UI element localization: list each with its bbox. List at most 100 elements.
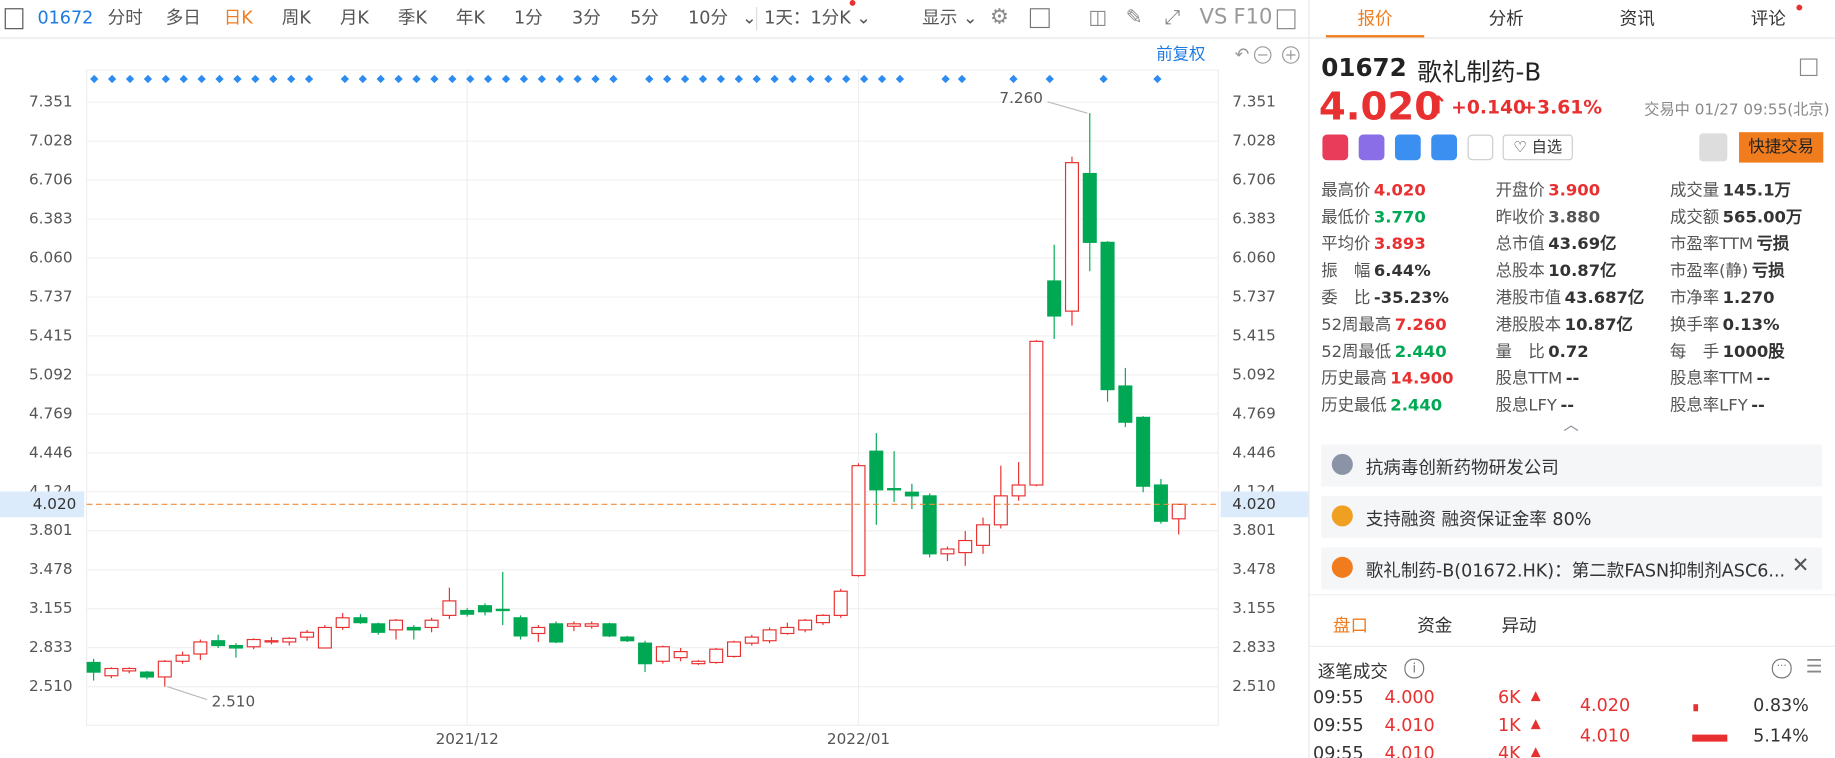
dropdown-arrow[interactable]: ⌄ xyxy=(741,7,757,29)
price-change: +0.140 xyxy=(1451,95,1527,119)
stat-value: 3.880 xyxy=(1548,208,1601,227)
trades-title: 逐笔成交 xyxy=(1317,660,1388,682)
stat-item: 股息率TTM -- xyxy=(1670,366,1770,389)
event-marker xyxy=(161,74,170,84)
tag-icon[interactable] xyxy=(1431,134,1457,161)
hk-icon[interactable] xyxy=(1322,134,1349,161)
period-tab[interactable]: 5分 xyxy=(630,7,659,29)
stat-label: 港股市值 xyxy=(1495,288,1562,308)
period-tab[interactable]: 分时 xyxy=(107,7,143,29)
plot-border xyxy=(86,69,1219,726)
list-icon[interactable]: ☰ xyxy=(1805,655,1823,678)
max-leader xyxy=(1047,101,1088,114)
event-marker xyxy=(537,74,546,84)
stat-label: 成交额 xyxy=(1669,208,1720,227)
trade-time: 09:55 xyxy=(1313,686,1364,708)
menu-icon[interactable] xyxy=(1799,58,1818,77)
period-tab[interactable]: 多日 xyxy=(165,7,201,29)
panel-tab[interactable]: 资讯 xyxy=(1619,8,1655,30)
stat-value: -- xyxy=(1560,396,1575,416)
event-marker xyxy=(430,74,439,84)
event-marker xyxy=(304,74,314,84)
connect-icon[interactable] xyxy=(1358,134,1385,161)
candle-body xyxy=(317,626,332,649)
info-icon[interactable]: i xyxy=(1404,658,1425,679)
candle-body xyxy=(442,600,457,616)
period-tab[interactable]: 日K xyxy=(223,7,253,29)
zoom-in[interactable] xyxy=(1282,46,1300,64)
y-tick-label: 7.351 xyxy=(29,93,73,111)
stock-code[interactable]: 01672 xyxy=(37,7,94,29)
event-marker xyxy=(573,74,582,84)
note-row[interactable] xyxy=(1321,495,1823,539)
close-note[interactable]: ✕ xyxy=(1791,553,1810,578)
watch-text: 自选 xyxy=(1531,139,1563,157)
trade-price: 4.010 xyxy=(1384,742,1435,758)
depth-price: 4.020 xyxy=(1579,694,1631,716)
zoom-out[interactable] xyxy=(1253,46,1272,64)
settings-icon[interactable]: ⚙ xyxy=(990,4,1009,30)
period-tab[interactable]: 周K xyxy=(281,7,311,29)
candle-body xyxy=(726,641,742,658)
candle-body xyxy=(744,636,759,644)
period-select[interactable]: 1天：1分K ⌄ xyxy=(764,7,872,29)
panel-tab[interactable]: 报价 xyxy=(1357,8,1393,30)
candle-body xyxy=(815,614,830,624)
period-tab[interactable]: 1分 xyxy=(513,7,543,29)
tab-border xyxy=(1309,37,1835,39)
watch-button[interactable]: ♡ 自选 xyxy=(1502,134,1573,161)
note-row[interactable] xyxy=(1321,547,1823,590)
stat-label: 最低价 xyxy=(1321,208,1371,227)
more-icon[interactable]: ··· xyxy=(1771,658,1792,679)
event-marker xyxy=(483,74,493,84)
period-tab[interactable]: 季K xyxy=(397,7,427,29)
candle-body xyxy=(762,629,777,642)
stat-label: 昨收价 xyxy=(1495,208,1545,227)
bottom-tab[interactable]: 资金 xyxy=(1417,615,1453,637)
stat-value: 2.440 xyxy=(1394,342,1447,362)
stat-item: 平均价 3.893 xyxy=(1321,232,1426,255)
candle-body xyxy=(566,623,581,627)
box-icon[interactable] xyxy=(1029,8,1050,29)
event-marker xyxy=(591,74,600,84)
period-tab[interactable]: 月K xyxy=(339,7,369,29)
display-select[interactable]: 显示 ⌄ xyxy=(922,7,978,29)
note-icon[interactable] xyxy=(1467,134,1494,161)
candle-body xyxy=(371,623,386,633)
dollar-icon[interactable] xyxy=(1394,134,1421,161)
panel-tab[interactable]: 评论 xyxy=(1750,8,1786,30)
period-tab[interactable]: 年K xyxy=(455,7,486,29)
period-tab[interactable]: 3分 xyxy=(572,7,601,29)
stat-label: 市盈率(静) xyxy=(1669,262,1749,281)
candle-body xyxy=(709,648,724,664)
period-tab[interactable]: 10分 xyxy=(688,7,729,29)
camera-icon[interactable]: ◫ xyxy=(1088,5,1108,30)
candle-body xyxy=(406,626,421,631)
reset-icon[interactable]: ↶ xyxy=(1235,45,1250,65)
bottom-tab[interactable]: 盘口 xyxy=(1332,615,1369,637)
stat-item: 股息率LFY -- xyxy=(1670,393,1765,416)
trade-volume: 6K xyxy=(1497,686,1521,708)
pen-icon[interactable]: ✎ xyxy=(1125,5,1143,30)
alert-icon[interactable] xyxy=(1699,133,1728,162)
event-marker xyxy=(698,74,708,84)
event-marker xyxy=(519,74,529,84)
sidebar-icon[interactable] xyxy=(4,8,24,30)
y-tick-label: 2.510 xyxy=(29,677,73,695)
y-tick-label-right: 3.155 xyxy=(1232,599,1276,617)
collapse-caret[interactable]: ︿ xyxy=(1563,416,1579,434)
fullscreen-icon[interactable]: ⤢ xyxy=(1164,5,1181,30)
vs-button[interactable]: VS xyxy=(1199,4,1228,30)
y-tick-label: 4.446 xyxy=(29,443,73,461)
event-marker xyxy=(233,74,242,84)
f10-button[interactable]: F10 xyxy=(1233,4,1273,30)
panel-tab[interactable]: 分析 xyxy=(1488,8,1524,30)
note-row[interactable] xyxy=(1321,444,1823,487)
candle-body xyxy=(122,667,137,672)
bottom-tab[interactable]: 异动 xyxy=(1501,615,1537,637)
panel-toggle[interactable] xyxy=(1276,9,1296,30)
adjust-label[interactable]: 前复权 xyxy=(1156,44,1205,63)
quick-trade-button[interactable]: 快捷交易 xyxy=(1739,132,1824,163)
badge xyxy=(1796,4,1803,11)
event-marker xyxy=(215,74,224,84)
